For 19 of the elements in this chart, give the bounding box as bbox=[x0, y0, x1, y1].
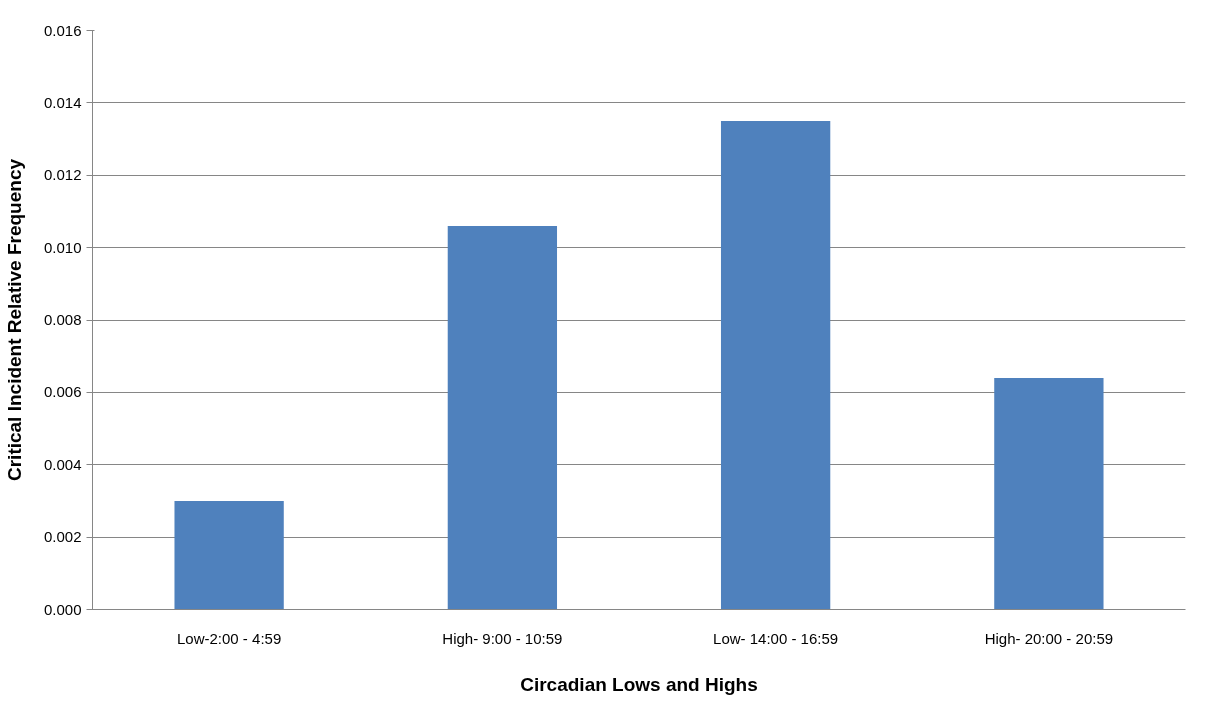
x-tick-label: High- 9:00 - 10:59 bbox=[442, 629, 563, 647]
y-axis-title: Critical Incident Relative Frequency bbox=[3, 158, 25, 482]
x-tick-label: Low- 14:00 - 16:59 bbox=[713, 629, 839, 647]
y-tick-label: 0.004 bbox=[43, 455, 82, 473]
x-axis-title: Circadian Lows and Highs bbox=[520, 673, 758, 695]
bar bbox=[994, 377, 1104, 610]
y-tick-label: 0.008 bbox=[43, 311, 82, 328]
y-tick-label: 0.002 bbox=[43, 528, 82, 546]
bar bbox=[447, 225, 558, 610]
y-tick-label: 0.012 bbox=[43, 166, 82, 184]
x-tick-label: Low-2:00 - 4:59 bbox=[177, 629, 282, 647]
y-tick-label: 0.006 bbox=[43, 383, 82, 401]
bar bbox=[720, 120, 831, 610]
bar bbox=[174, 500, 284, 610]
y-tick-label: 0.000 bbox=[43, 600, 82, 618]
y-tick-label: 0.016 bbox=[43, 21, 82, 39]
x-tick-label: High- 20:00 - 20:59 bbox=[984, 629, 1114, 647]
y-tick-label: 0.010 bbox=[43, 238, 82, 256]
y-tick-label: 0.014 bbox=[43, 93, 82, 111]
